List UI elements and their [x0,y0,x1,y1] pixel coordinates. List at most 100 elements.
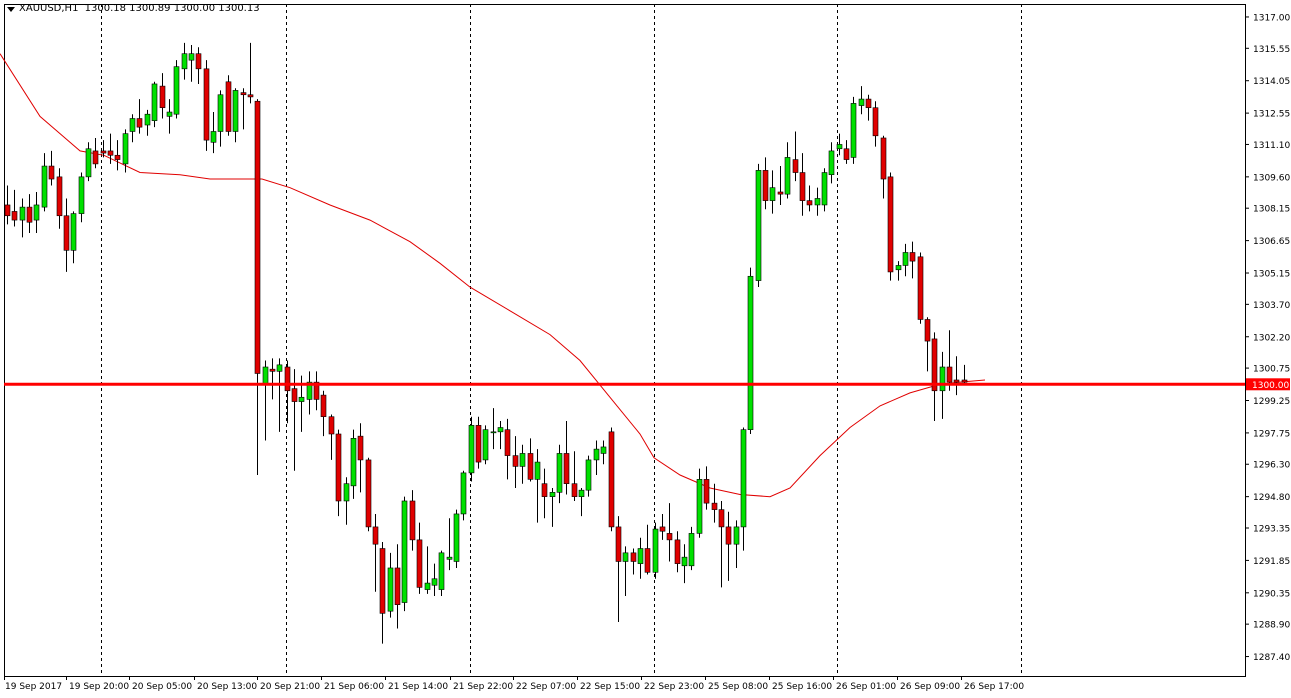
x-tick-label: 26 Sep 01:00 [836,682,896,692]
bull-candle [350,429,357,499]
x-tick-label: 25 Sep 16:00 [772,682,832,692]
candle-body [372,526,379,545]
candle-body [711,502,718,510]
candle-body [608,431,615,528]
x-tick-label: 22 Sep 07:00 [516,682,576,692]
candle-body [593,448,600,461]
bull-candle [262,360,269,441]
bear-candle [644,524,651,575]
y-tick-label: 1290.35 [1253,589,1290,599]
candle-body [556,453,563,493]
bear-candle [26,194,33,234]
bull-candle [431,563,438,597]
bull-candle [902,243,909,277]
candle-body [328,416,335,435]
candle-body [92,150,99,165]
y-tick-label: 1306.65 [1253,237,1290,247]
bull-candle [217,90,224,147]
candle-body [33,204,40,221]
bear-candle [887,172,894,281]
candle-body [343,483,350,502]
candle-body [880,137,887,180]
bull-candle [858,86,865,115]
bear-candle [195,47,202,84]
candle-body [814,198,821,206]
bear-candle [865,94,872,121]
candle-body [335,433,342,502]
candle-body [578,489,585,497]
bull-candle [652,522,659,579]
candle-body [365,459,372,528]
x-tick-label: 26 Sep 09:00 [900,682,960,692]
y-tick-label: 1309.60 [1253,173,1290,183]
candle-body [203,68,210,141]
candle-body [784,157,791,195]
bull-candle [276,358,283,432]
candle-body [931,338,938,392]
bull-candle [401,496,408,612]
y-tick-label: 1288.90 [1253,621,1290,631]
y-axis: 1317.00 1315.55 1314.05 1312.55 1311.10 1309.… [1245,13,1290,663]
bull-candle [747,267,754,434]
bull-candle [438,550,445,597]
bear-candle [379,542,386,644]
bull-candle [460,470,467,521]
bull-candle [166,99,173,134]
bear-candle [843,140,850,164]
candle-body [85,148,92,178]
candle-body [769,187,776,201]
x-tick-label: 19 Sep 2017 [5,682,62,692]
candle-body [519,453,526,467]
bear-candle [946,330,953,391]
bull-candle [784,142,791,199]
candle-body [821,172,828,206]
candle-body [762,170,769,201]
bull-candle [424,546,431,594]
candle-body [740,429,747,528]
candle-body [733,526,740,545]
candle-body [850,103,857,158]
bull-candle [578,488,585,517]
bull-candle [556,444,563,504]
bear-candle [917,252,924,324]
bull-candle [122,129,129,173]
candle-body [409,500,416,541]
bull-candle [181,42,188,80]
bear-candle [372,513,379,592]
candle-body [19,206,26,221]
candle-body [482,429,489,461]
candle-body [563,453,570,484]
candle-body [136,118,143,128]
candle-body [151,83,158,121]
candle-body [585,459,592,491]
candle-body [792,159,799,173]
bear-candle [107,133,114,164]
bull-candle [755,163,762,288]
candle-body [284,366,291,392]
candle-body [843,148,850,160]
bear-candle [541,468,548,519]
bear-candle [48,150,55,186]
bull-candle [490,408,497,450]
bear-candle [527,438,534,482]
bear-candle [409,490,416,551]
bear-candle [320,390,327,437]
y-tick-label: 1300.75 [1253,365,1290,375]
bull-candle [593,440,600,476]
bear-candle [100,140,107,158]
candle-body [401,500,408,603]
bull-candle [850,96,857,164]
bull-candle [622,546,629,597]
y-tick-label: 1291.85 [1253,557,1290,567]
candle-body [350,438,357,487]
bear-candle [806,185,813,212]
candle-body [63,215,70,251]
bear-candle [365,457,372,532]
candle-body [129,118,136,132]
menu-arrow-icon[interactable] [7,7,15,12]
bear-candle [114,140,121,171]
bear-candle [416,522,423,594]
candle-body [431,578,438,586]
bull-candle [519,444,526,484]
